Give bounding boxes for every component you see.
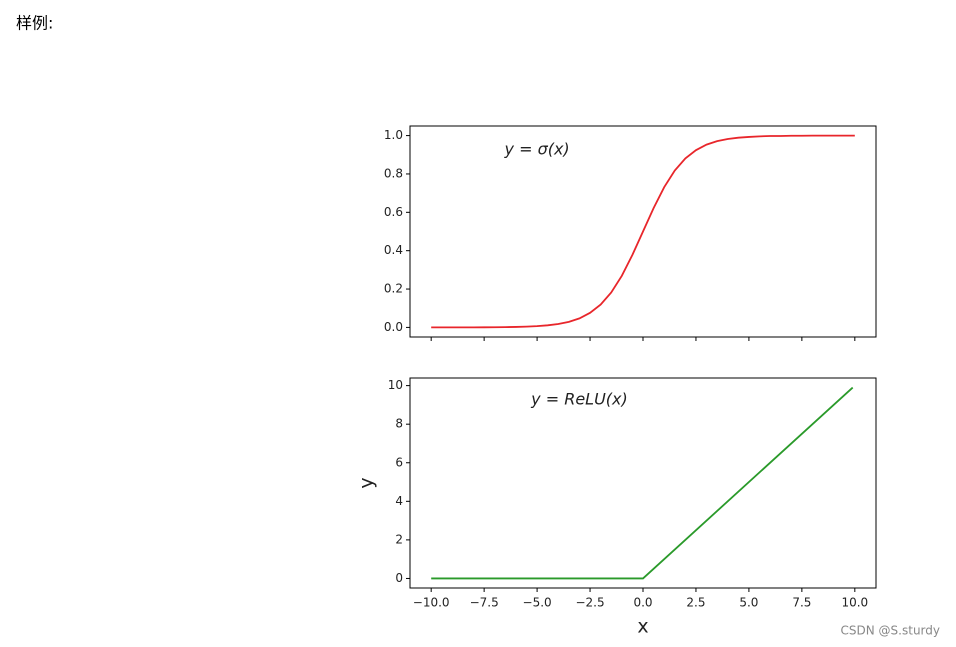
y-tick-label: 10: [388, 378, 403, 392]
x-tick-label: −2.5: [575, 596, 604, 610]
y-tick-label: 1.0: [384, 128, 403, 142]
x-tick-label: 2.5: [686, 596, 705, 610]
y-tick-label: 4: [395, 494, 403, 508]
x-axis-label: x: [637, 616, 648, 638]
y-tick-label: 0.4: [384, 243, 403, 257]
axes-frame: [409, 377, 877, 589]
x-tick-label: −7.5: [470, 596, 499, 610]
y-tick-label: 0.2: [384, 282, 403, 296]
x-tick-label: −10.0: [413, 596, 450, 610]
x-tick-label: −5.0: [523, 596, 552, 610]
x-tick-label: 10.0: [841, 596, 868, 610]
y-tick-label: 2: [395, 532, 403, 546]
y-axis-label: y: [356, 477, 378, 488]
y-tick-label: 6: [395, 455, 403, 469]
annotation: y = ReLU(x): [530, 390, 628, 409]
y-tick-label: 0: [395, 571, 403, 585]
watermark: CSDN @S.sturdy: [841, 624, 940, 638]
x-tick-label: 7.5: [792, 596, 811, 610]
line: [431, 386, 854, 580]
line: [431, 134, 855, 329]
y-tick-label: 8: [395, 417, 403, 431]
y-tick-label: 0.8: [384, 166, 403, 180]
x-tick-label: 5.0: [739, 596, 758, 610]
y-tick-label: 0.6: [384, 205, 403, 219]
axes-frame: [409, 125, 877, 338]
header-title: 样例:: [16, 14, 53, 33]
x-tick-label: 0.0: [633, 596, 652, 610]
y-tick-label: 0.0: [384, 320, 403, 334]
annotation: y = σ(x): [504, 140, 570, 159]
